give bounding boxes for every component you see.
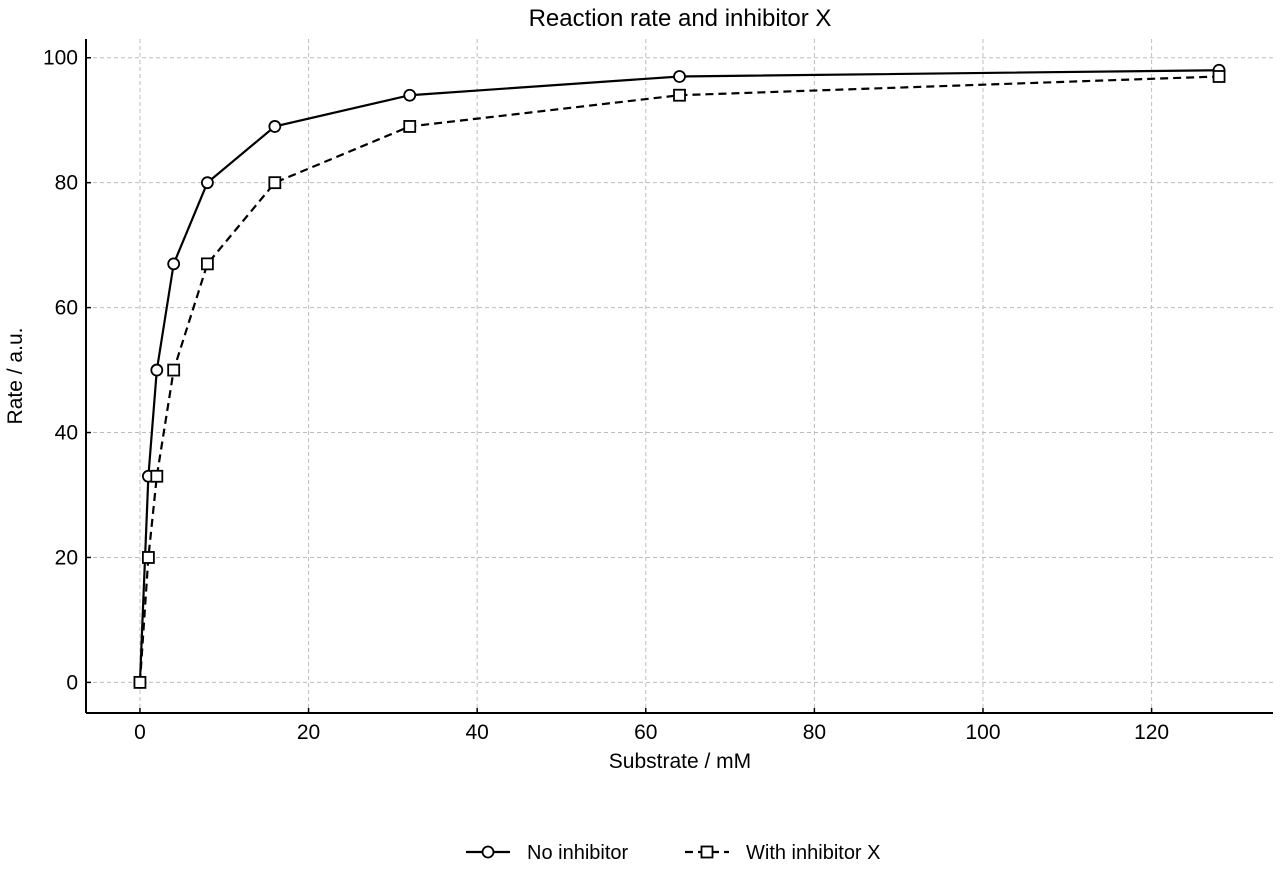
grid [86, 39, 1273, 713]
x-tick-label: 40 [465, 721, 488, 744]
data-point [403, 120, 417, 133]
series-2 [133, 70, 1226, 689]
x-tick-label: 20 [297, 721, 320, 744]
data-point [673, 70, 686, 83]
x-tick-label: 120 [1134, 721, 1169, 744]
data-point [167, 363, 181, 377]
x-tick-label: 0 [134, 721, 146, 744]
data-point [403, 88, 417, 102]
legend-label: With inhibitor X [746, 842, 881, 864]
legend-marker [481, 845, 495, 859]
legend-entry: With inhibitor X [685, 842, 881, 864]
data-point [268, 120, 282, 133]
data-point [141, 551, 155, 564]
series-line [138, 75, 1220, 683]
y-tick-label: 60 [55, 297, 78, 320]
data-point [150, 469, 164, 483]
x-tick-label: 60 [634, 721, 657, 744]
axes [85, 39, 1273, 714]
y-axis-label: Rate / a.u. [4, 328, 27, 425]
y-tick-label: 80 [55, 172, 78, 195]
data-point [673, 88, 686, 102]
y-tick-label: 20 [55, 546, 78, 569]
data-point [268, 176, 282, 190]
series-1 [133, 63, 1226, 689]
legend-label: No inhibitor [527, 842, 629, 864]
legend-marker [700, 845, 714, 859]
x-ticks: 0 20 40 60 80 100 120 [134, 708, 1169, 744]
data-point [167, 257, 181, 271]
x-tick-label: 100 [965, 721, 1000, 744]
x-axis-label: Substrate / mM [609, 750, 751, 773]
data-point [200, 257, 214, 271]
data-point [150, 363, 164, 377]
y-ticks: 0 20 40 60 80 100 [43, 47, 91, 694]
data-point [133, 675, 147, 689]
y-tick-label: 100 [43, 47, 78, 70]
chart-title: Reaction rate and inhibitor X [529, 5, 832, 32]
legend: No inhibitor With inhibitor X [466, 842, 881, 864]
legend-entry: No inhibitor [466, 842, 629, 864]
x-tick-label: 80 [803, 721, 826, 744]
data-point [1212, 70, 1226, 83]
series-group [133, 63, 1226, 689]
data-point [200, 176, 214, 190]
y-tick-label: 0 [66, 671, 78, 694]
series-line [138, 69, 1220, 683]
y-tick-label: 40 [55, 422, 78, 445]
